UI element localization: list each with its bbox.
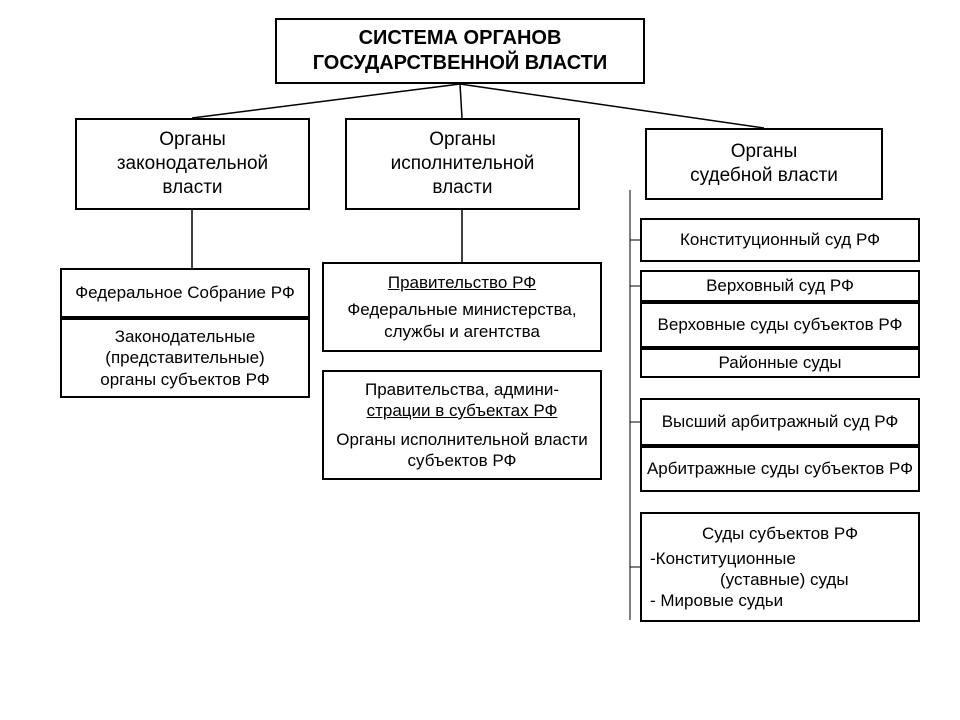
exec-a-sub: Федеральные министерства, службы и агент… [332, 299, 592, 342]
exec-line2: исполнительной [391, 152, 535, 176]
exec-line1: Органы [429, 128, 496, 152]
root-line1: СИСТЕМА ОРГАНОВ [359, 26, 562, 51]
exec-b-t1: Правительства, админи- [365, 379, 559, 400]
node-legislative-subjects: Законодательные (представительные) орган… [60, 318, 310, 398]
node-government-rf: Правительство РФ Федеральные министерств… [322, 262, 602, 352]
jud-arb-sub-text: Арбитражные суды субъектов РФ [647, 458, 913, 479]
root-line2: ГОСУДАРСТВЕННОЙ ВЛАСТИ [313, 51, 608, 76]
exec-b-sub: Органы исполнительной власти субъектов Р… [332, 429, 592, 472]
jud-subj-title: Суды субъектов РФ [702, 523, 858, 544]
node-supreme-courts-subjects: Верховные суды субъектов РФ [640, 302, 920, 348]
jud-const-text: Конституционный суд РФ [680, 229, 880, 250]
leg-line2: законодательной [117, 152, 268, 176]
node-high-arbitration-court: Высший арбитражный суд РФ [640, 398, 920, 446]
jud-line1: Органы [731, 140, 798, 164]
leg-b-l3: органы субъектов РФ [100, 369, 269, 390]
node-root: СИСТЕМА ОРГАНОВ ГОСУДАРСТВЕННОЙ ВЛАСТИ [275, 18, 645, 84]
leg-line3: власти [162, 176, 222, 200]
node-federal-assembly: Федеральное Собрание РФ [60, 268, 310, 318]
jud-subj-item1: -Конституционные [650, 548, 796, 569]
leg-b-l1: Законодательные [115, 326, 256, 347]
jud-sup-sub-text: Верховные суды субъектов РФ [658, 314, 903, 335]
node-constitutional-court: Конституционный суд РФ [640, 218, 920, 262]
jud-sup-text: Верховный суд РФ [706, 275, 854, 296]
node-courts-subjects: Суды субъектов РФ -Конституционные (уста… [640, 512, 920, 622]
exec-line3: власти [432, 176, 492, 200]
exec-b-t2: страции в субъектах РФ [367, 400, 558, 421]
jud-subj-item1b: (уставные) суды [650, 569, 849, 590]
leg-a-text: Федеральное Собрание РФ [75, 282, 295, 303]
leg-b-l2: (представительные) [105, 347, 264, 368]
leg-line1: Органы [159, 128, 226, 152]
jud-arb-high-text: Высший арбитражный суд РФ [662, 411, 899, 432]
exec-a-title: Правительство РФ [388, 272, 536, 293]
jud-subj-item2: - Мировые судьи [650, 590, 783, 611]
jud-line2: судебной власти [690, 164, 838, 188]
node-government-subjects: Правительства, админи- страции в субъект… [322, 370, 602, 480]
node-arbitration-courts-subjects: Арбитражные суды субъектов РФ [640, 446, 920, 492]
node-legislative: Органы законодательной власти [75, 118, 310, 210]
node-judicial: Органы судебной власти [645, 128, 883, 200]
node-supreme-court: Верховный суд РФ [640, 270, 920, 302]
node-executive: Органы исполнительной власти [345, 118, 580, 210]
node-district-courts: Районные суды [640, 348, 920, 378]
jud-dist-text: Районные суды [719, 352, 842, 373]
